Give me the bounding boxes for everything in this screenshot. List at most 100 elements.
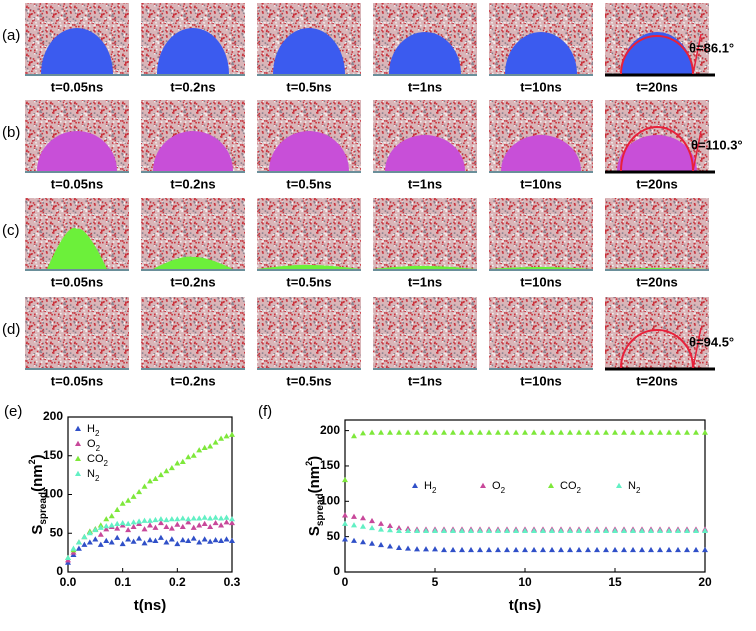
data-point <box>351 513 357 519</box>
data-point <box>693 546 699 553</box>
data-point <box>549 429 555 435</box>
data-point <box>396 527 402 533</box>
data-point <box>387 527 393 533</box>
snapshot <box>373 297 477 368</box>
data-point <box>666 546 672 553</box>
data-point <box>81 541 88 547</box>
data-point <box>657 546 663 553</box>
snapshot <box>605 198 709 269</box>
droplet <box>489 266 593 269</box>
legend-label: O2 <box>492 480 506 495</box>
time-label: t=20ns <box>636 373 678 388</box>
data-point <box>207 523 214 530</box>
data-point <box>396 429 402 435</box>
data-point <box>423 527 429 533</box>
data-point <box>558 527 564 533</box>
legend-label: H2 <box>87 423 100 438</box>
y-axis-title-part: S <box>306 526 323 536</box>
row-label: (d) <box>2 321 20 338</box>
data-point <box>594 429 600 435</box>
data-point <box>114 534 121 540</box>
data-point <box>196 515 203 521</box>
data-point <box>119 500 126 506</box>
data-point <box>185 516 192 522</box>
data-point <box>468 527 474 533</box>
data-point <box>513 429 519 435</box>
data-point <box>504 429 510 435</box>
data-point <box>450 527 456 533</box>
y-axis-title-part: S <box>29 525 46 535</box>
contact-arc <box>620 126 694 172</box>
data-point <box>612 546 618 553</box>
tangent <box>692 327 702 369</box>
data-point <box>639 429 645 435</box>
data-point <box>152 516 159 523</box>
y-axis-title: Sspread(nm2) <box>27 454 49 534</box>
y-tick-label: 100 <box>320 493 340 507</box>
data-point <box>163 539 170 545</box>
data-point <box>147 478 153 484</box>
data-point <box>136 488 143 495</box>
time-label: t=0.05ns <box>51 79 103 94</box>
data-point <box>168 464 175 471</box>
x-tick-label: 0.1 <box>114 575 131 589</box>
y-tick-label: 200 <box>43 409 63 423</box>
time-label: t=0.2ns <box>170 373 215 388</box>
data-point <box>212 537 219 543</box>
data-point <box>495 429 501 435</box>
y-axis-title: Sspread(nm2) <box>304 456 326 536</box>
x-tick-label: 0.3 <box>224 575 241 589</box>
data-point <box>196 539 203 545</box>
legend-label: N2 <box>628 480 641 495</box>
data-point <box>81 533 88 540</box>
data-point <box>108 522 115 528</box>
data-point <box>612 527 618 533</box>
data-point <box>174 540 181 547</box>
data-point <box>130 493 137 499</box>
data-point <box>147 522 153 528</box>
data-point <box>190 524 197 530</box>
data-point <box>114 525 121 531</box>
data-point <box>513 546 519 553</box>
data-point <box>212 514 219 520</box>
data-point <box>675 527 681 533</box>
data-point <box>648 527 654 533</box>
data-point <box>666 429 672 435</box>
time-label: t=10ns <box>520 176 562 191</box>
data-point <box>163 468 170 474</box>
droplet <box>41 28 113 75</box>
data-point <box>441 429 447 435</box>
data-point <box>675 429 681 435</box>
data-point <box>486 429 492 435</box>
data-point <box>522 546 528 553</box>
data-point <box>103 526 110 532</box>
data-point <box>223 433 230 439</box>
data-point <box>70 545 77 551</box>
time-label: t=0.5ns <box>286 373 331 388</box>
data-point <box>504 546 510 553</box>
data-point <box>86 539 93 545</box>
data-point <box>576 546 582 553</box>
snapshot <box>489 198 593 269</box>
data-point <box>567 429 573 435</box>
snapshot <box>373 198 477 269</box>
data-point <box>152 537 159 543</box>
data-point <box>212 439 219 445</box>
data-point <box>130 519 137 525</box>
data-point <box>75 545 82 551</box>
droplet <box>385 135 465 171</box>
snapshot <box>25 297 129 368</box>
data-point <box>218 522 225 528</box>
time-label: t=0.2ns <box>170 274 215 289</box>
angle-label: θ=94.5° <box>689 334 734 349</box>
data-point <box>125 526 132 533</box>
data-point <box>119 519 126 526</box>
data-point <box>157 534 164 540</box>
data-point <box>414 429 420 435</box>
data-point <box>218 515 225 521</box>
droplet <box>273 28 345 74</box>
time-label: t=0.05ns <box>51 274 103 289</box>
data-point <box>495 546 501 553</box>
data-point <box>108 539 115 545</box>
time-label: t=0.5ns <box>286 79 331 94</box>
